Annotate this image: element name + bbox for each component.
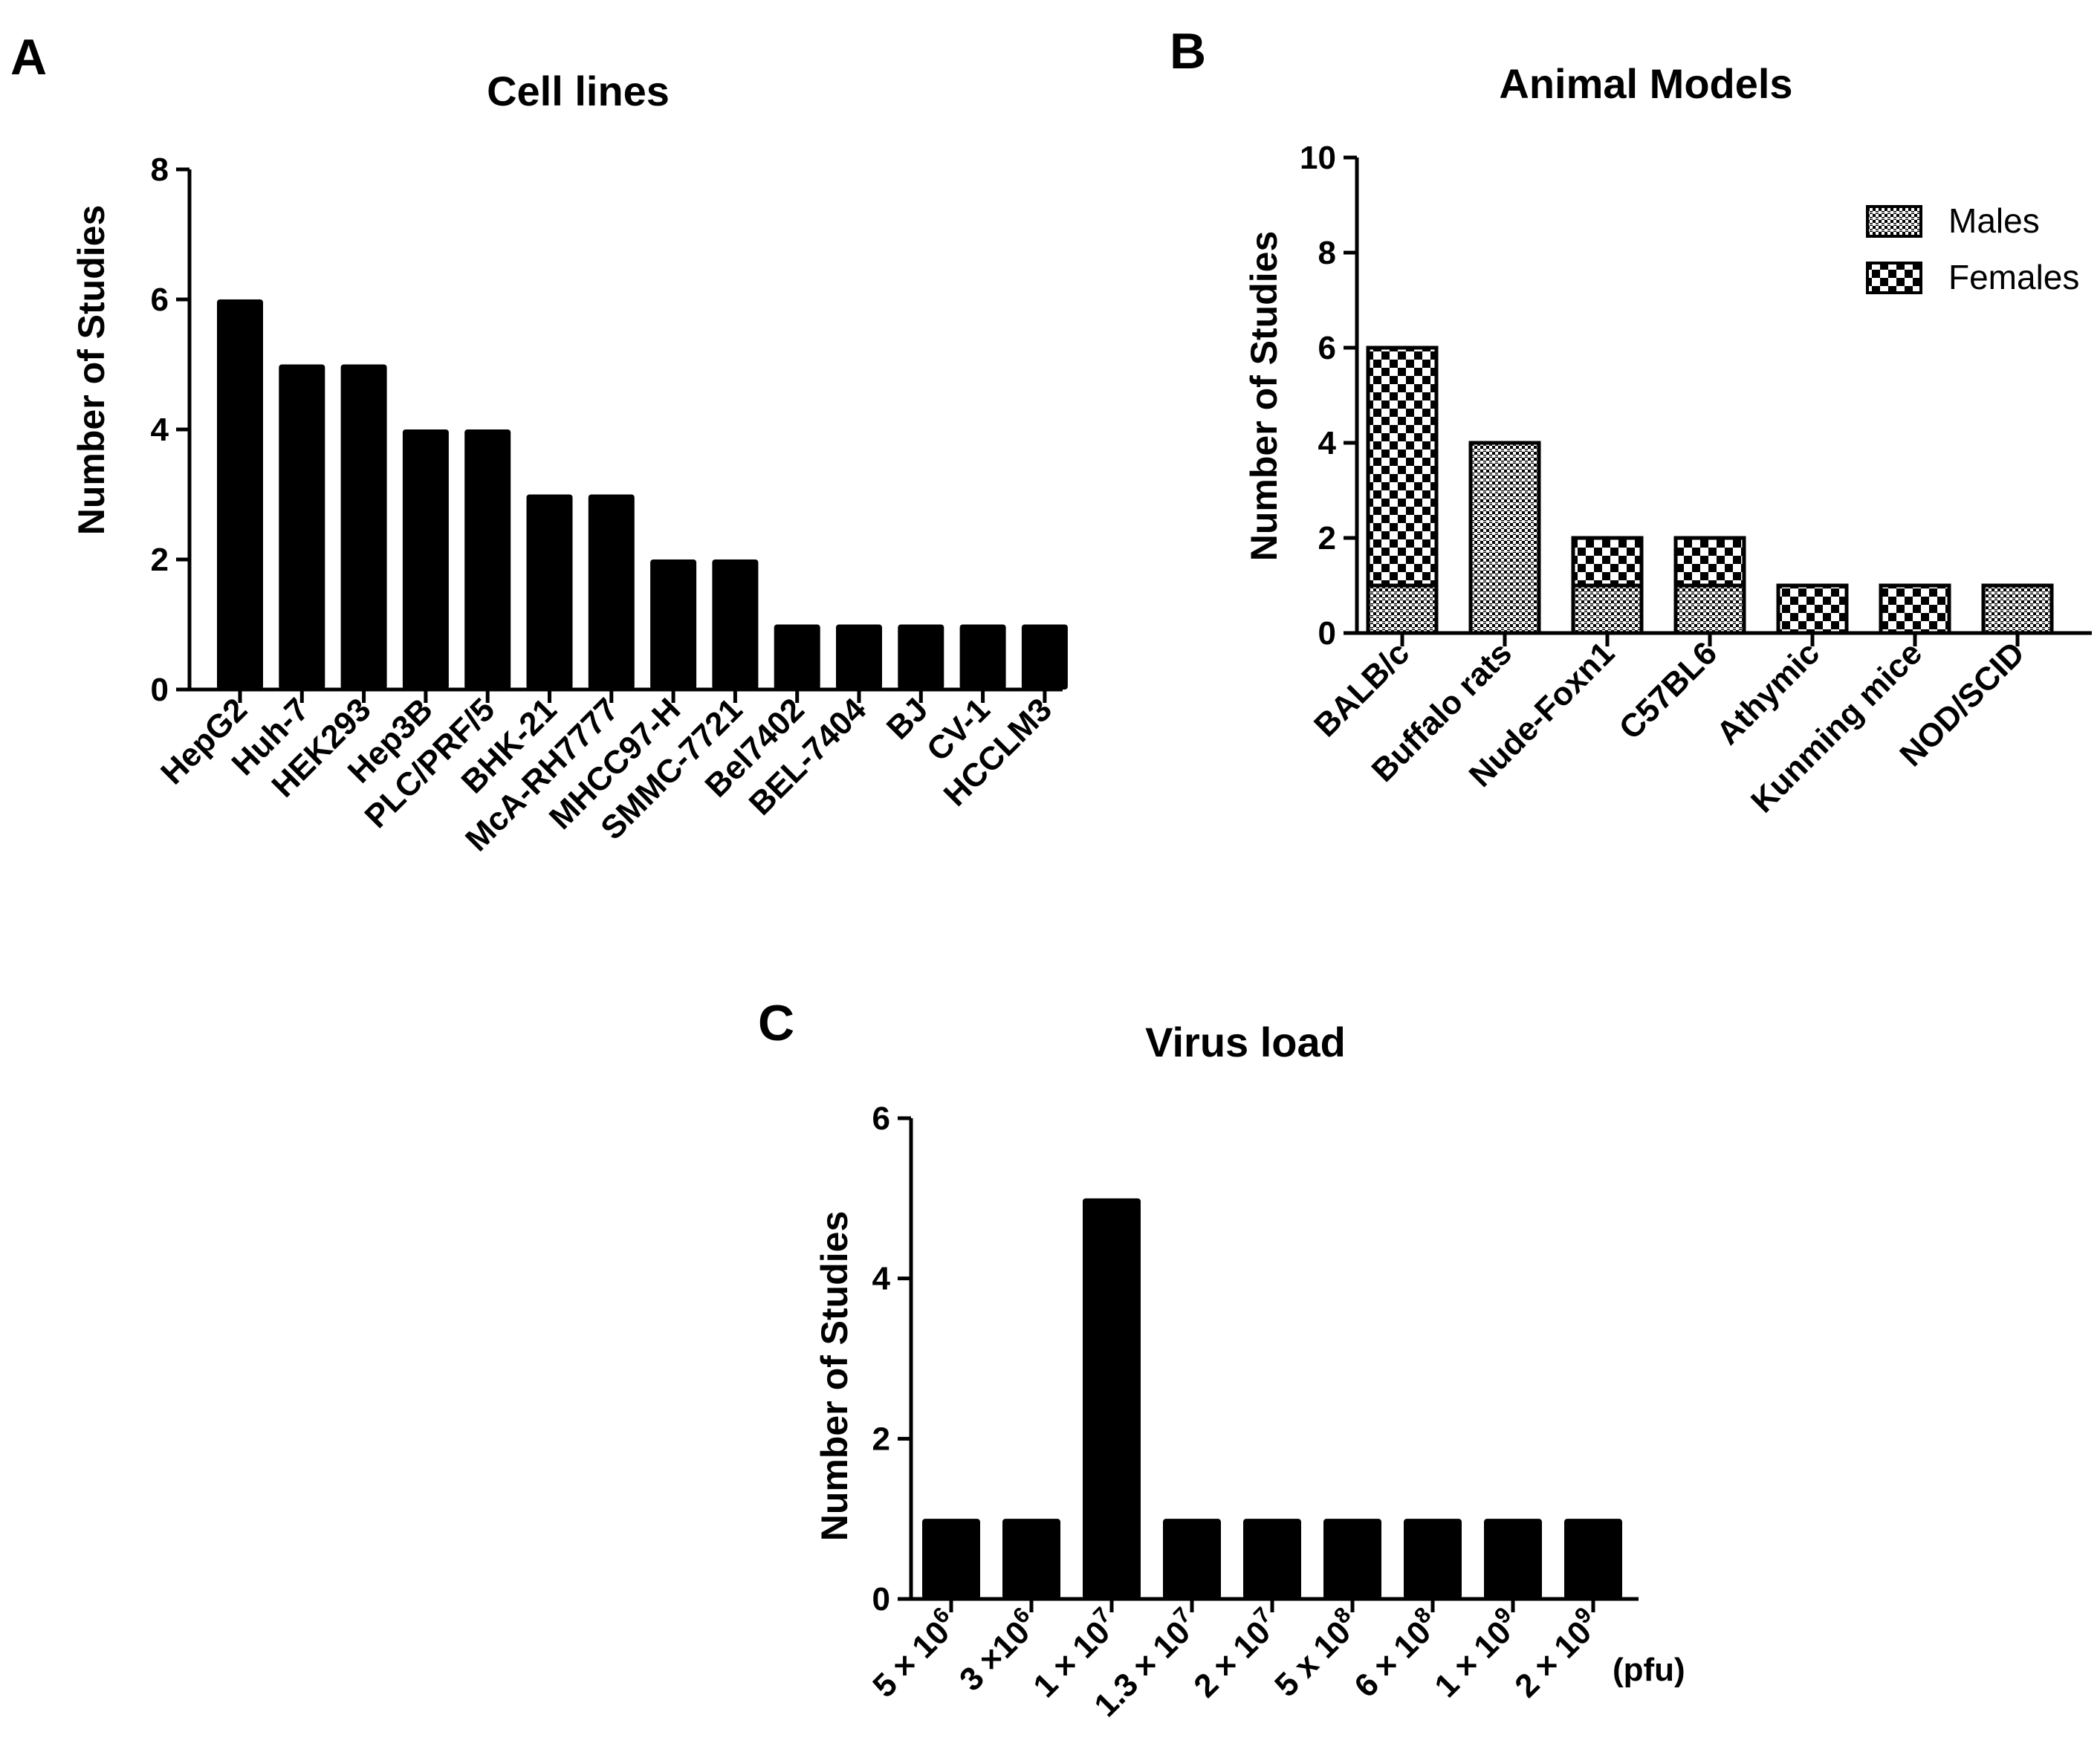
legend-label-males: Males [1948,201,2040,240]
bar [526,494,573,690]
x-tick-label: HepG2 [154,691,254,791]
bar [1484,1519,1542,1599]
bar [402,429,449,690]
bar-segment-females [1571,536,1644,588]
bars [922,1198,1622,1599]
chart-title: Cell lines [487,68,670,114]
bar-segment-females [1366,345,1439,588]
legend: Males Females [1866,201,2079,296]
x-tick-label: 5 × 106 [863,1603,965,1704]
bar [588,494,635,690]
x-tick-label: 2 × 109 [1506,1603,1607,1704]
bar-segment-males [1673,583,1746,635]
panel-b: B Animal Models Number of Studies 0 2 4 6 8 1… [1170,23,2092,820]
panel-letter-a: A [10,29,47,85]
y-axis-label: Number of Studies [1243,231,1285,561]
y-tick-label: 4 [1318,425,1337,461]
x-axis-unit-label: (pfu) [1613,1652,1685,1688]
bar-segment-females [1879,583,1951,635]
bar [712,559,759,690]
bar [1002,1519,1060,1599]
legend-swatch-males [1866,205,1922,238]
y-tick-label: 6 [1318,330,1336,366]
panel-a: A Cell lines Number of Studies 0 2 4 6 8 Hep… [10,29,1068,858]
y-tick-label: 2 [1318,520,1336,557]
bar [340,364,387,690]
y-tick-label: 2 [151,542,169,578]
y-tick-label: 0 [872,1581,890,1618]
bar-segment-males [1981,583,2054,635]
y-axis-label: Number of Studies [814,1211,855,1541]
bar [279,364,325,690]
bar [774,624,820,690]
y-tick-label: 2 [872,1421,890,1457]
y-tick-label: 0 [151,672,169,708]
panel-letter-c: C [758,995,794,1051]
bar [836,624,882,690]
y-tick-label: 0 [1318,615,1336,652]
bar [898,624,944,690]
panel-c: C Virus load Number of Studies 0 2 4 6 5 × … [758,995,1685,1724]
bar [1021,624,1068,690]
bar-segment-males [1571,583,1644,635]
x-tick-label: Kunming mice [1744,635,1929,820]
legend-swatch-females [1866,262,1922,294]
bar-segment-females [1776,583,1849,635]
x-tick-label: 2 × 107 [1185,1603,1286,1704]
y-tick-label: 4 [151,412,169,448]
bar [959,624,1006,690]
bar-segment-males [1468,441,1541,635]
bars [217,299,1068,690]
y-tick-label: 10 [1300,140,1336,176]
bar [1083,1198,1141,1599]
y-tick-label: 6 [872,1100,890,1137]
bar [1163,1519,1221,1599]
y-tick-label: 6 [151,282,169,318]
chart-title: Animal Models [1499,60,1792,107]
chart-title: Virus load [1145,1019,1346,1065]
bar [650,559,697,690]
bar-segment-females [1673,536,1746,588]
bar-segment-males [1366,583,1439,635]
y-tick-label: 4 [872,1261,891,1297]
x-tick-label: 5 x 108 [1265,1603,1367,1704]
bar [1323,1519,1381,1599]
x-tick-label: C57BL6 [1613,635,1725,747]
bar [1243,1519,1301,1599]
legend-label-females: Females [1948,258,2079,296]
x-tick-label: 6 × 108 [1345,1603,1447,1704]
x-tick-label: 1 × 109 [1425,1603,1527,1704]
bar [1404,1519,1462,1599]
panel-letter-b: B [1170,23,1206,80]
bar [922,1519,980,1599]
y-tick-label: 8 [151,152,169,188]
y-tick-label: 8 [1318,235,1336,271]
x-axis: HepG2Huh-7HEK293Hep3BPLC/PRF/5BHK-21McA-… [154,690,1059,858]
y-axis-label: Number of Studies [71,205,112,535]
bars [1366,345,2054,635]
bar [1564,1519,1622,1599]
bar [464,429,511,690]
bar [217,299,263,690]
